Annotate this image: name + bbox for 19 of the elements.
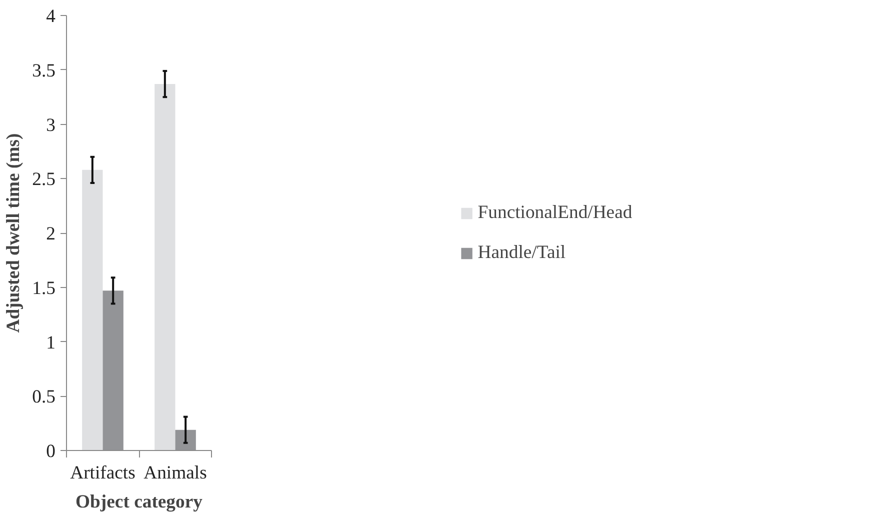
y-axis-title: Adjusted dwell time (ms) — [3, 133, 24, 333]
legend-label: FunctionalEnd/Head — [478, 202, 632, 224]
y-tick-label: 0.5 — [32, 386, 56, 408]
bar — [82, 170, 103, 450]
y-tick-label: 2 — [46, 224, 56, 244]
y-tick-label: 1.5 — [32, 278, 56, 299]
y-tick-label: 1 — [46, 332, 56, 354]
legend-label: Handle/Tail — [478, 242, 566, 264]
bar — [175, 430, 196, 450]
x-axis-title: Object category — [76, 492, 204, 512]
x-tick-label: Animals — [144, 462, 207, 484]
bar — [154, 84, 176, 450]
y-tick-label: 3.5 — [32, 60, 56, 82]
x-tick-label: Artifacts — [70, 462, 136, 484]
y-tick-label: 0 — [46, 441, 56, 462]
y-tick-label: 4 — [46, 6, 56, 27]
y-tick-label: 3 — [46, 114, 56, 136]
y-tick-label: 2.5 — [32, 169, 56, 190]
bar — [102, 290, 124, 450]
